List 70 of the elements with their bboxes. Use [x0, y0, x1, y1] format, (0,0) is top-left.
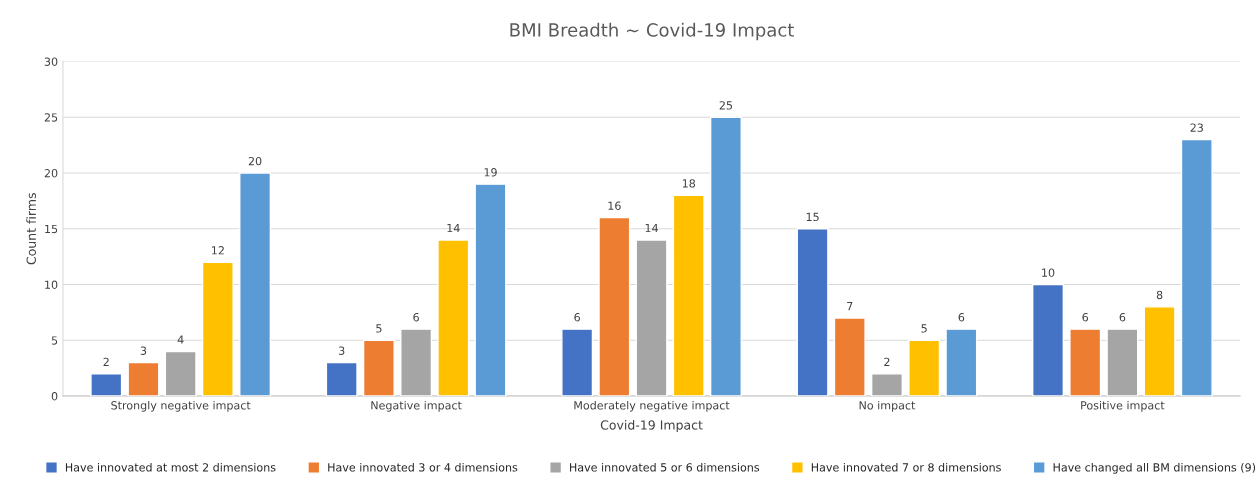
data-label: 15 — [806, 212, 819, 222]
bar — [833, 317, 866, 397]
bar — [1106, 328, 1139, 397]
data-label: 10 — [1042, 268, 1055, 277]
legend-label: Have innovated at most 2 dimensions — [65, 462, 276, 472]
data-label: 6 — [574, 313, 580, 322]
bar — [400, 328, 433, 397]
data-label: 2 — [884, 357, 890, 366]
bar — [164, 350, 197, 397]
y-tick-label: 0 — [51, 392, 58, 401]
y-axis-title: Count firms — [26, 193, 36, 265]
bar — [598, 216, 631, 397]
data-label: 19 — [484, 168, 497, 177]
bar — [635, 239, 668, 397]
bar — [201, 261, 234, 397]
data-label: 7 — [847, 302, 853, 311]
bar — [561, 328, 594, 397]
x-tick-label: Negative impact — [371, 400, 462, 412]
data-label: 14 — [447, 223, 460, 233]
data-label: 3 — [140, 346, 147, 355]
data-label: 2 — [103, 357, 109, 366]
data-label: 6 — [413, 313, 419, 322]
bar — [437, 239, 470, 397]
bar — [127, 361, 160, 397]
bar — [474, 183, 507, 397]
data-label: 6 — [958, 313, 965, 322]
data-label: 23 — [1190, 123, 1203, 132]
bar — [362, 339, 395, 397]
x-tick-label: Strongly negative impact — [111, 400, 251, 412]
bar — [239, 172, 272, 397]
data-label: 8 — [1156, 290, 1163, 300]
legend-label: Have innovated 3 or 4 dimensions — [328, 462, 518, 472]
bar — [870, 373, 903, 397]
data-label: 5 — [376, 324, 382, 333]
data-label: 4 — [177, 335, 184, 344]
bar — [1032, 283, 1064, 397]
data-label: 25 — [719, 101, 733, 110]
y-tick-label: 30 — [44, 57, 58, 66]
bar — [1069, 328, 1102, 397]
bar — [325, 361, 358, 397]
bar — [908, 339, 941, 397]
data-label: 5 — [921, 324, 927, 333]
bar — [1143, 306, 1176, 397]
chart-title: BMI Breadth ~ Covid-19 Impact — [510, 22, 794, 41]
x-tick-label: Positive impact — [1081, 400, 1165, 412]
data-label: 18 — [682, 179, 696, 188]
legend-label: Have changed all BM dimensions (9) — [1053, 462, 1256, 474]
legend-label: Have innovated 5 or 6 dimensions — [570, 462, 760, 472]
data-label: 3 — [339, 346, 345, 355]
y-tick-label: 20 — [44, 168, 58, 178]
x-axis-title: Covid-19 Impact — [600, 420, 703, 433]
bar — [672, 194, 705, 397]
data-label: 12 — [212, 246, 224, 255]
legend-label: Have innovated 7 or 8 dimensions — [811, 462, 1001, 472]
bar — [945, 328, 978, 397]
y-tick-label: 10 — [45, 280, 58, 289]
x-tick-label: No impact — [859, 400, 916, 412]
bar — [1180, 138, 1213, 397]
x-tick-label: Moderately negative impact — [574, 400, 730, 412]
y-tick-label: 25 — [44, 113, 58, 122]
data-label: 16 — [608, 201, 621, 210]
data-label: 6 — [1119, 313, 1126, 322]
y-tick-label: 5 — [51, 336, 58, 345]
y-tick-label: 15 — [45, 224, 58, 234]
bar — [796, 228, 829, 397]
bar — [90, 373, 123, 397]
data-label: 20 — [248, 156, 262, 166]
bar — [709, 116, 742, 397]
data-label: 6 — [1082, 313, 1089, 322]
data-label: 14 — [645, 223, 658, 233]
